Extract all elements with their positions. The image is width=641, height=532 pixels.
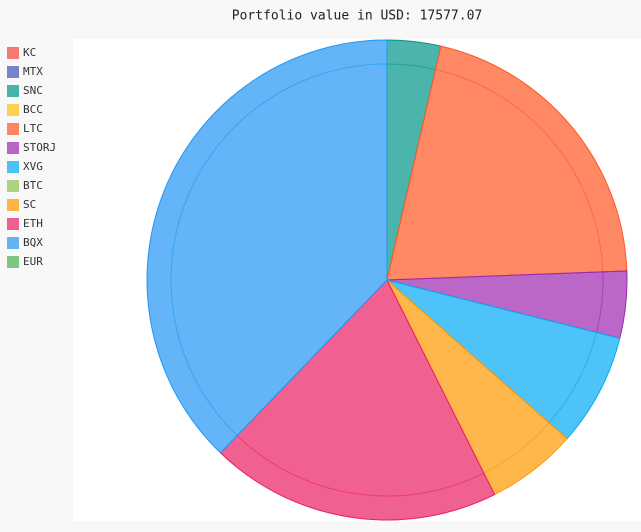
legend-label: KC (23, 46, 36, 59)
legend-label: BQX (23, 236, 43, 249)
legend-swatch (7, 85, 19, 97)
legend-label: BTC (23, 179, 43, 192)
legend-swatch (7, 123, 19, 135)
pie-slice (386, 45, 628, 281)
legend-label: BCC (23, 103, 43, 116)
legend-swatch (7, 161, 19, 173)
legend-label: XVG (23, 160, 43, 173)
legend-label: SNC (23, 84, 43, 97)
slice-inner-arc (170, 63, 388, 436)
legend-label: ETH (23, 217, 43, 230)
legend-swatch (7, 47, 19, 59)
slice-inner-arc (435, 69, 604, 272)
slice-inner-arc (548, 332, 598, 424)
legend-swatch (7, 66, 19, 78)
pie-slice (219, 279, 496, 521)
chart-title: Portfolio value in USD: 17577.07 (232, 9, 482, 24)
legend-label: LTC (23, 122, 43, 135)
legend-swatch (7, 237, 19, 249)
legend-swatch (7, 104, 19, 116)
pie-slice (146, 39, 388, 454)
legend-label: STORJ (23, 141, 56, 154)
legend-label: SC (23, 198, 36, 211)
legend-swatch (7, 199, 19, 211)
pie-slice (386, 279, 621, 440)
slice-inner-arc (236, 435, 485, 497)
legend-label: MTX (23, 65, 43, 78)
legend-swatch (7, 180, 19, 192)
legend-label: EUR (23, 255, 43, 268)
legend-swatch (7, 218, 19, 230)
slice-inner-arc (596, 271, 604, 333)
legend-swatch (7, 142, 19, 154)
slice-inner-arc (483, 422, 550, 474)
legend-swatch (7, 256, 19, 268)
